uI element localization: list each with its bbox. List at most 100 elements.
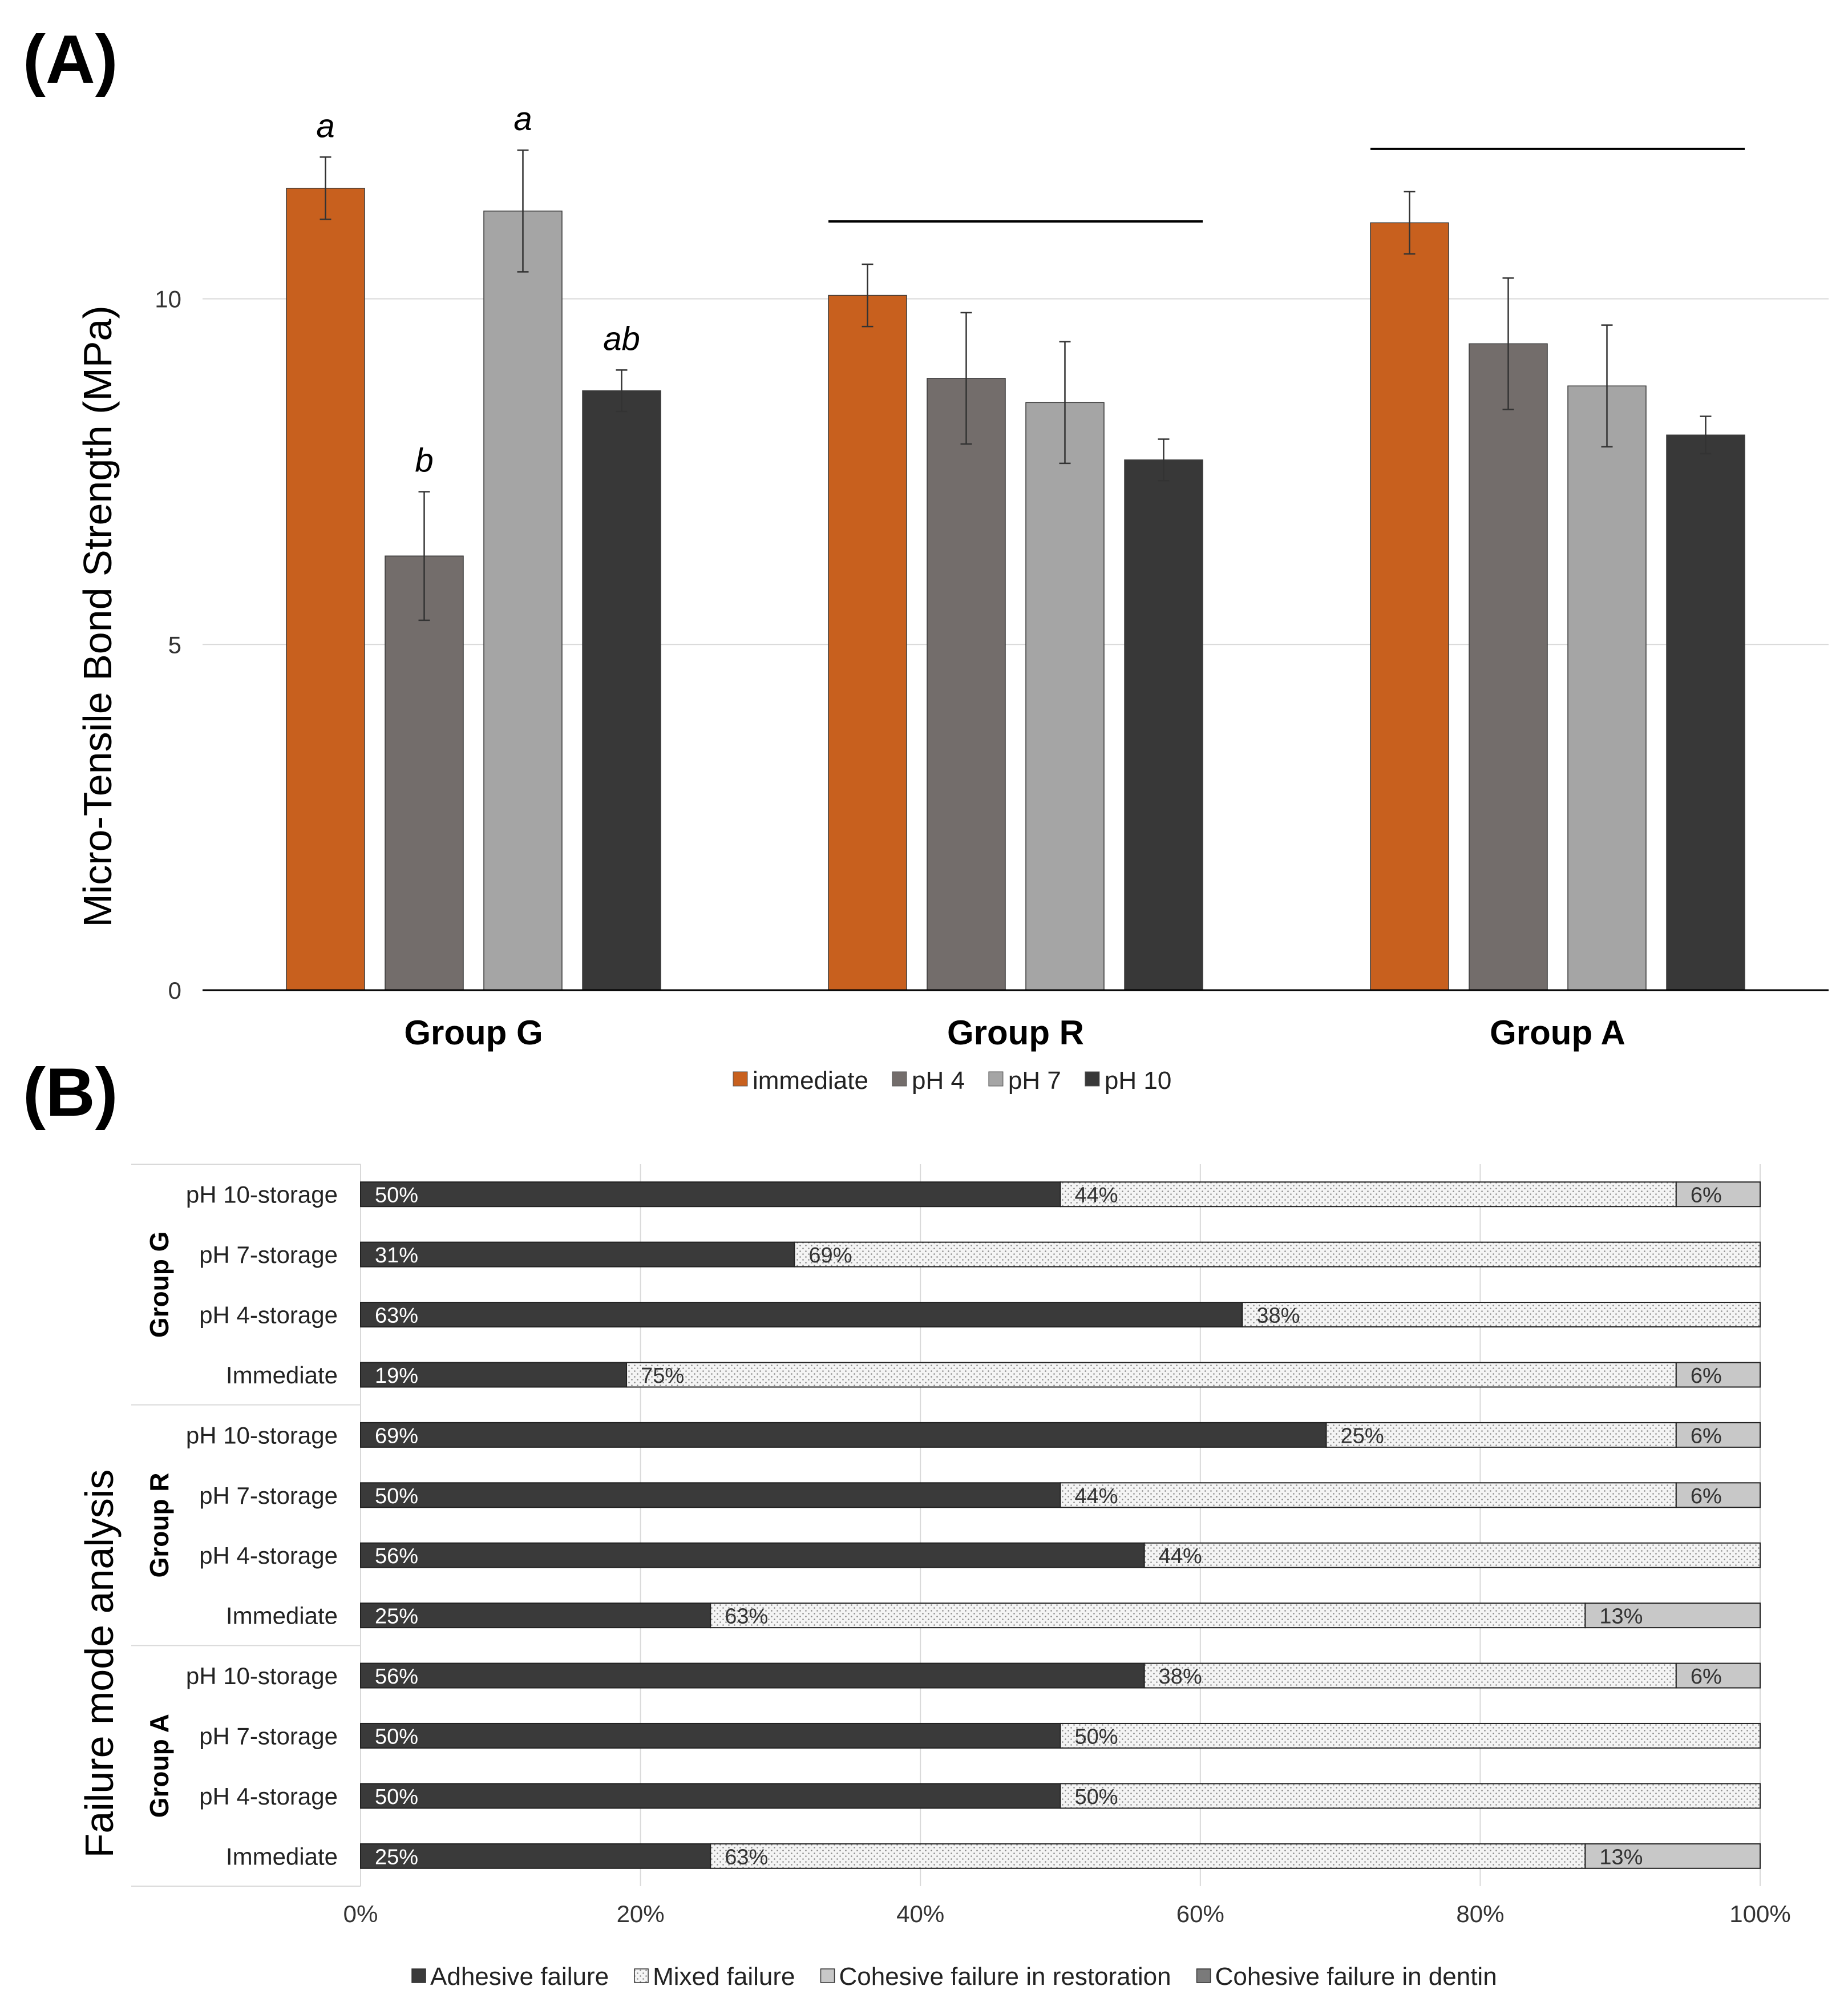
- row-label: pH 4-storage: [199, 1783, 338, 1810]
- stacked-segment: [360, 1362, 628, 1388]
- stacked-segment: [360, 1482, 1061, 1508]
- group-label: Group A: [144, 1714, 174, 1818]
- row-label: Immediate: [226, 1843, 338, 1870]
- panel-b-y-axis-title: Failure mode analysis: [77, 1470, 122, 1858]
- segment-label: 25%: [375, 1845, 418, 1869]
- stacked-segment: [710, 1843, 1586, 1869]
- segment-label: 13%: [1599, 1845, 1643, 1869]
- legend-label: Cohesive failure in restoration: [839, 1963, 1171, 1991]
- legend-label: pH 4: [912, 1067, 965, 1095]
- segment-label: 19%: [375, 1364, 418, 1388]
- stacked-segment: [1675, 1181, 1761, 1208]
- segment-label: 50%: [375, 1785, 418, 1809]
- legend-swatch: [1085, 1071, 1100, 1087]
- segment-label: 44%: [1159, 1544, 1202, 1568]
- segment-label: 13%: [1599, 1605, 1643, 1629]
- stacked-segment: [1675, 1662, 1761, 1689]
- segment-label: 69%: [808, 1244, 852, 1268]
- x-tick-label: 0%: [343, 1900, 378, 1927]
- row-label: Immediate: [226, 1362, 338, 1389]
- segment-label: 50%: [375, 1484, 418, 1508]
- legend-label: Mixed failure: [653, 1963, 795, 1991]
- segment-label: 50%: [375, 1184, 418, 1208]
- legend-label: Cohesive failure in dentin: [1215, 1963, 1497, 1991]
- significance-letter: a: [513, 100, 532, 138]
- row-label: Immediate: [226, 1603, 338, 1629]
- bar: [1124, 459, 1203, 991]
- panel-b-bars: 50% 44% 6% 31% 69% 63% 38% 19% 75% 6% 69% 25% 6% 50% 4…: [360, 1181, 1761, 1869]
- legend-swatch: [820, 1968, 835, 1983]
- segment-label: 6%: [1691, 1665, 1722, 1689]
- stacked-segment: [360, 1722, 1061, 1749]
- segment-label: 31%: [375, 1244, 418, 1268]
- panel-b-axes: 0% 20% 40% 60% 80% 100% Group G pH 10-storage pH…: [144, 1181, 1791, 1927]
- panel-a-y-axis-title: Micro-Tensile Bond Strength (MPa): [75, 305, 120, 927]
- bar: [582, 390, 661, 991]
- stacked-segment: [360, 1302, 1243, 1328]
- row-label: pH 10-storage: [186, 1422, 338, 1448]
- group-label: Group G: [144, 1232, 174, 1338]
- bar: [1370, 222, 1449, 991]
- legend-swatch: [1196, 1968, 1211, 1983]
- category-label: Group G: [404, 1014, 543, 1052]
- x-tick-label: 20%: [617, 1900, 665, 1927]
- panel-b-label: (B): [23, 1054, 118, 1131]
- legend-swatch: [892, 1071, 907, 1087]
- stacked-segment: [1060, 1722, 1761, 1749]
- stacked-segment: [710, 1603, 1586, 1629]
- bar: [1666, 434, 1745, 991]
- segment-label: 25%: [1341, 1424, 1384, 1448]
- stacked-segment: [360, 1241, 795, 1268]
- x-tick-label: 80%: [1456, 1900, 1504, 1927]
- y-tick-label: 0: [168, 977, 181, 1004]
- stacked-segment: [1060, 1783, 1761, 1809]
- segment-label: 63%: [375, 1304, 418, 1328]
- stacked-segment: [360, 1181, 1061, 1208]
- legend-swatch: [733, 1071, 748, 1087]
- stacked-segment: [360, 1603, 711, 1629]
- segment-label: 69%: [375, 1424, 418, 1448]
- stacked-segment: [1143, 1542, 1761, 1568]
- panel-a-gridlines: [203, 298, 1829, 645]
- segment-label: 50%: [1075, 1725, 1118, 1749]
- stacked-segment: [360, 1542, 1145, 1568]
- y-tick-label: 5: [168, 631, 181, 658]
- stacked-segment: [794, 1241, 1761, 1268]
- segment-label: 38%: [1159, 1665, 1202, 1689]
- segment-label: 6%: [1691, 1364, 1722, 1388]
- stacked-segment: [360, 1783, 1061, 1809]
- segment-label: 6%: [1691, 1424, 1722, 1448]
- legend-swatch: [634, 1968, 649, 1983]
- stacked-segment: [1060, 1482, 1677, 1508]
- panel-b-legend: Adhesive failure Mixed failure Cohesive fa…: [411, 1963, 1497, 1991]
- bar: [828, 294, 907, 991]
- segment-label: 38%: [1256, 1304, 1300, 1328]
- panel-a-label: (A): [23, 21, 118, 98]
- stacked-segment: [1584, 1603, 1761, 1629]
- legend-swatch: [988, 1071, 1004, 1087]
- stacked-segment: [1325, 1422, 1677, 1448]
- stacked-segment: [1675, 1482, 1761, 1508]
- group-label: Group R: [144, 1473, 174, 1578]
- segment-label: 50%: [1075, 1785, 1118, 1809]
- stacked-segment: [1584, 1843, 1761, 1869]
- panel-b-label-frame: [131, 1164, 361, 1887]
- stacked-segment: [626, 1362, 1677, 1388]
- row-label: pH 10-storage: [186, 1181, 338, 1208]
- segment-label: 44%: [1075, 1184, 1118, 1208]
- bar: [286, 188, 365, 991]
- bar: [1567, 385, 1647, 991]
- stacked-segment: [1242, 1302, 1761, 1328]
- row-label: pH 4-storage: [199, 1542, 338, 1569]
- bar: [1469, 343, 1548, 991]
- segment-label: 75%: [641, 1364, 684, 1388]
- segment-label: 6%: [1691, 1484, 1722, 1508]
- bar: [483, 211, 563, 991]
- segment-label: 6%: [1691, 1184, 1722, 1208]
- legend-label: pH 10: [1105, 1067, 1171, 1095]
- segment-label: 63%: [725, 1605, 768, 1629]
- segment-label: 50%: [375, 1725, 418, 1749]
